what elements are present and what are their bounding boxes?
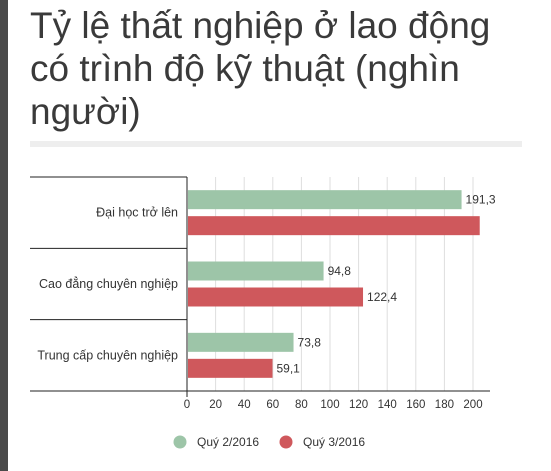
legend-marker bbox=[173, 435, 187, 449]
x-tick-label: 120 bbox=[349, 399, 368, 411]
legend-label: Quý 3/2016 bbox=[303, 435, 365, 449]
x-tick-label: 100 bbox=[320, 399, 339, 411]
data-label: 94,8 bbox=[328, 264, 352, 278]
x-tick-label: 80 bbox=[295, 399, 308, 411]
bar bbox=[188, 287, 364, 307]
data-label: 122,4 bbox=[367, 290, 397, 304]
legend-label: Quý 2/2016 bbox=[197, 435, 259, 449]
category-label: Cao đẳng chuyên nghiệp bbox=[39, 276, 178, 291]
category-label: Đại học trở lên bbox=[96, 206, 178, 220]
x-tick-label: 180 bbox=[435, 399, 454, 411]
category-label: Trung cấp chuyên nghiệp bbox=[37, 348, 178, 362]
left-accent-bar bbox=[0, 0, 8, 471]
x-tick-label: 40 bbox=[238, 399, 251, 411]
chart-title: Tỷ lệ thất nghiệp ở lao động có trình độ… bbox=[30, 5, 491, 132]
x-tick-label: 60 bbox=[266, 399, 279, 411]
data-label: 59,1 bbox=[277, 361, 301, 375]
data-label: 73,8 bbox=[298, 335, 322, 349]
x-tick-label: 140 bbox=[378, 399, 397, 411]
x-tick-label: 20 bbox=[209, 399, 222, 411]
bar bbox=[188, 261, 324, 281]
data-label: 191,3 bbox=[466, 193, 496, 207]
legend-marker bbox=[279, 435, 293, 449]
x-tick-label: 0 bbox=[184, 399, 190, 411]
bar bbox=[188, 190, 462, 210]
x-tick-label: 160 bbox=[406, 399, 425, 411]
title-divider bbox=[30, 141, 522, 147]
bar bbox=[188, 332, 294, 352]
bar bbox=[188, 358, 273, 378]
bar bbox=[188, 216, 480, 236]
x-tick-label: 200 bbox=[463, 399, 482, 411]
